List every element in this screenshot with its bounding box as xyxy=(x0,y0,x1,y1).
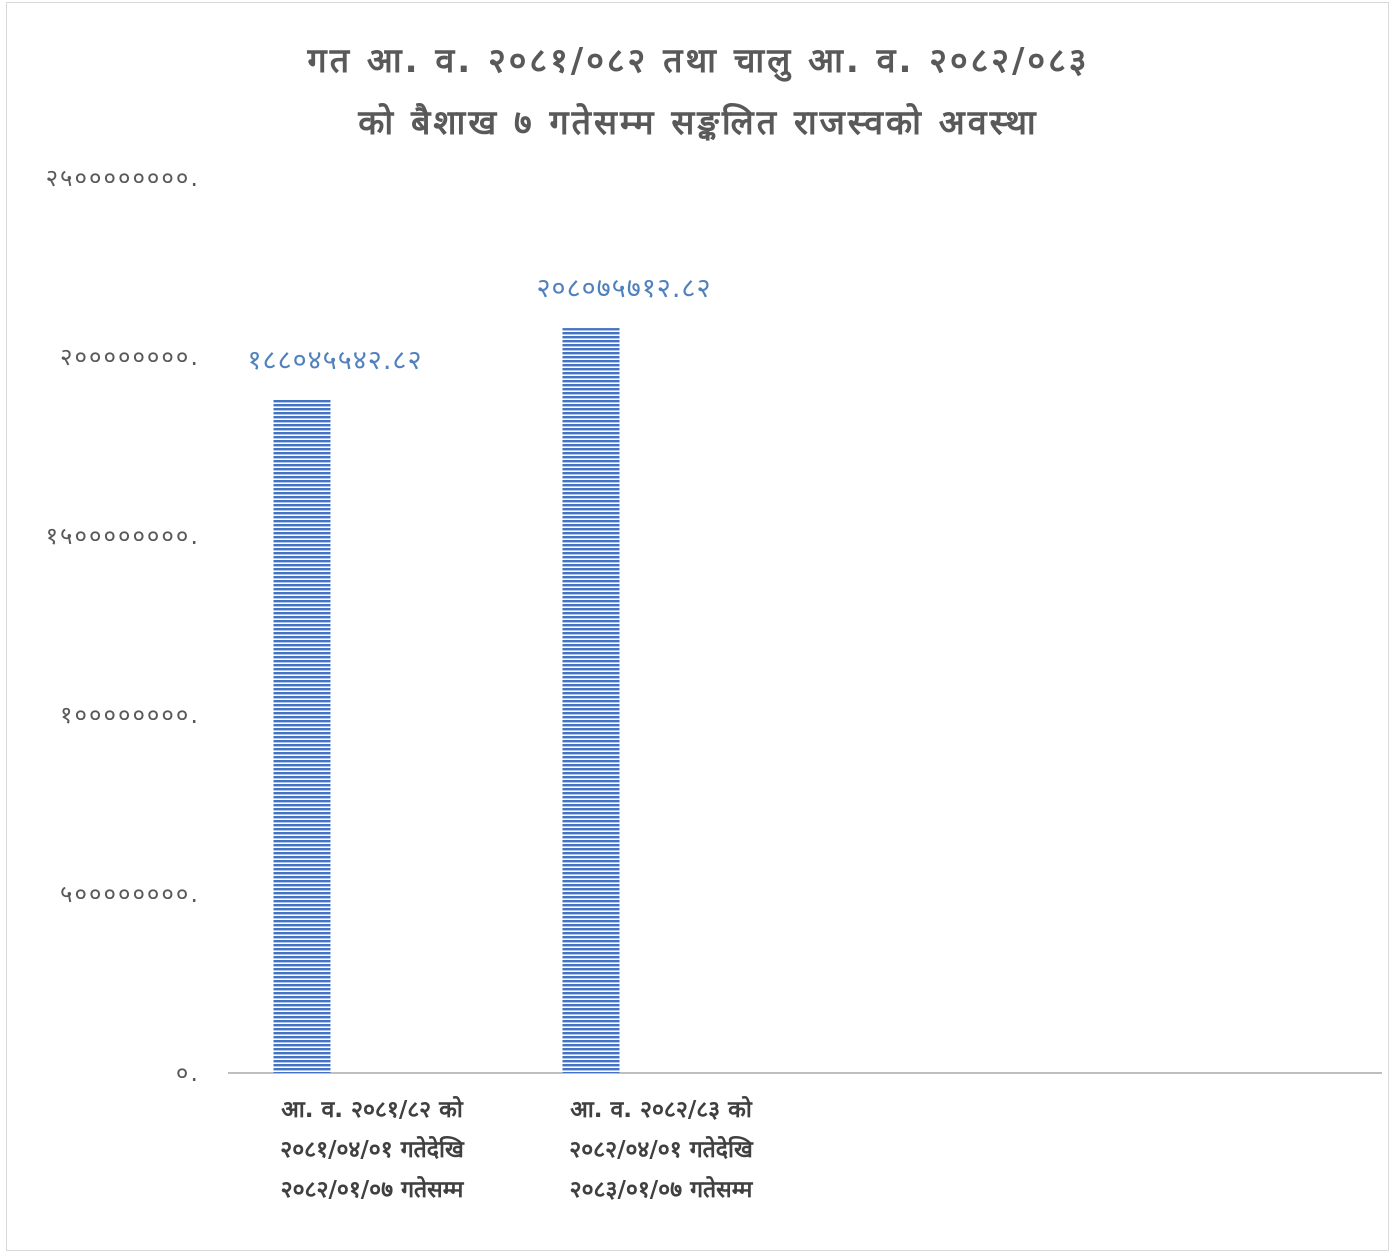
chart-frame xyxy=(6,2,1389,1251)
bars xyxy=(273,328,620,1073)
y-tick-label: २००००००००. xyxy=(60,343,200,371)
data-label: १८८०४५५४२.८२ xyxy=(247,345,422,376)
x-tick-label: आ. व. २०८२/८३ को xyxy=(570,1095,753,1123)
y-tick-label: २५००००००००. xyxy=(46,164,200,192)
chart-title-line-1: गत आ. व. २०८१/०८२ तथा चालु आ. व. २०८२/०८… xyxy=(307,41,1090,81)
y-tick-label: ५००००००००. xyxy=(60,880,200,908)
x-axis-labels: आ. व. २०८१/८२ को २०८१/०४/०१ गतेदेखि २०८२/०… xyxy=(280,1095,754,1203)
y-tick-label: १००००००००. xyxy=(60,701,200,729)
x-tick-label: २०८३/०१/०७ गतेसम्म xyxy=(570,1175,754,1203)
bar xyxy=(562,328,620,1073)
bar xyxy=(273,399,331,1073)
y-tick-label: ०. xyxy=(176,1059,200,1087)
data-label: २०८०७५७१२.८२ xyxy=(536,273,711,304)
x-tick-label: २०८२/०१/०७ गतेसम्म xyxy=(281,1175,465,1203)
y-axis-labels: ०. ५००००००००. १००००००००. १५००००००००. २००००००… xyxy=(46,164,200,1087)
chart-title-line-2: को बैशाख ७ गतेसम्म सङ्कलित राजस्वको अवस्… xyxy=(358,103,1039,143)
data-labels: १८८०४५५४२.८२ २०८०७५७१२.८२ xyxy=(247,273,711,376)
chart-title: गत आ. व. २०८१/०८२ तथा चालु आ. व. २०८२/०८… xyxy=(0,30,1397,154)
y-tick-label: १५००००००००. xyxy=(46,522,200,550)
x-tick-label: २०८२/०४/०१ गतेदेखि xyxy=(569,1135,754,1163)
x-tick-label: आ. व. २०८१/८२ को xyxy=(281,1095,464,1123)
x-tick-label: २०८१/०४/०१ गतेदेखि xyxy=(280,1135,465,1163)
